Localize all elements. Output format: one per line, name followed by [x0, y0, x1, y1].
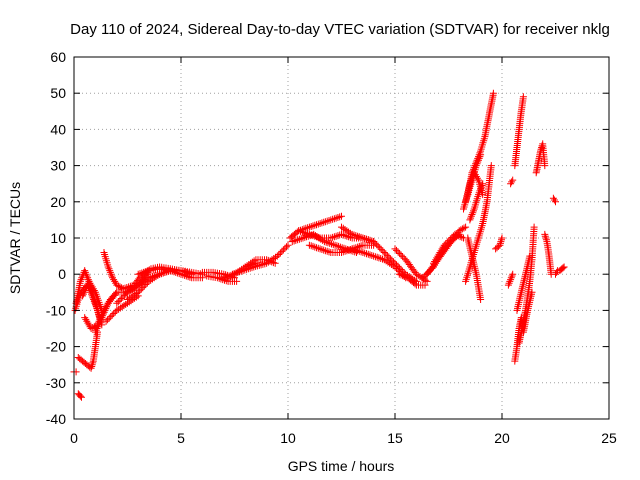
data-track-tr39	[504, 270, 517, 289]
x-tick-label: 0	[70, 430, 78, 446]
data-track-tr43	[515, 223, 538, 347]
y-tick-label: -40	[46, 411, 66, 427]
data-track-tr16	[203, 272, 241, 285]
x-tick-label: 25	[601, 430, 617, 446]
data-track-tr31	[430, 230, 467, 267]
data-track-tr9	[100, 249, 127, 293]
x-tick-label: 15	[387, 430, 403, 446]
x-tick-label: 10	[280, 430, 296, 446]
y-axis-label: SDTVAR / TECUs	[7, 182, 23, 294]
data-track-tr41	[511, 93, 527, 170]
data-track-tr27	[391, 245, 431, 285]
data-track-tr2	[74, 390, 85, 401]
x-tick-label: 20	[494, 430, 510, 446]
chart-title: Day 110 of 2024, Sidereal Day-to-day VTE…	[70, 21, 610, 38]
data-track-tr38	[492, 234, 506, 253]
data-track-tr37	[464, 234, 485, 303]
data-track-tr13	[124, 267, 174, 303]
y-tick-label: 40	[50, 121, 66, 137]
data-track-tr10	[102, 292, 142, 325]
data-track-tr35	[466, 180, 487, 224]
y-tick-label: -30	[46, 375, 66, 391]
data-track-tr24	[338, 223, 378, 246]
data-track-tr45	[532, 140, 549, 177]
y-tick-label: 60	[50, 49, 66, 65]
data-track-tr47	[549, 194, 559, 206]
axis-ticks: 0 5 10 15 20 25 -40 -30 -20 -10 0 10 20 30 40 50 60	[46, 49, 617, 446]
y-tick-label: 30	[50, 158, 66, 174]
data-track-tr28	[395, 270, 429, 289]
data-track-tr7	[79, 277, 106, 314]
data-track-tr1	[70, 368, 80, 376]
data-track-tr30	[423, 223, 470, 278]
y-tick-label: -20	[46, 339, 66, 355]
y-tick-label: 20	[50, 194, 66, 210]
y-tick-label: 50	[50, 85, 66, 101]
grid-lines	[74, 57, 609, 419]
data-track-tr46	[541, 230, 555, 278]
data-track-tr19	[241, 256, 279, 271]
data-track-tr34	[464, 89, 497, 199]
x-axis-label: GPS time / hours	[288, 458, 395, 474]
y-tick-label: -10	[46, 302, 66, 318]
y-tick-label: 10	[50, 230, 66, 246]
y-tick-label: 0	[58, 266, 66, 282]
data-track-tr44	[513, 252, 534, 314]
data-track-tr3	[74, 328, 101, 372]
data-track-tr48	[552, 263, 568, 278]
data-track-tr14	[134, 265, 206, 282]
data-track-tr40	[507, 176, 517, 188]
data-points	[70, 89, 568, 401]
x-tick-label: 5	[177, 430, 185, 446]
